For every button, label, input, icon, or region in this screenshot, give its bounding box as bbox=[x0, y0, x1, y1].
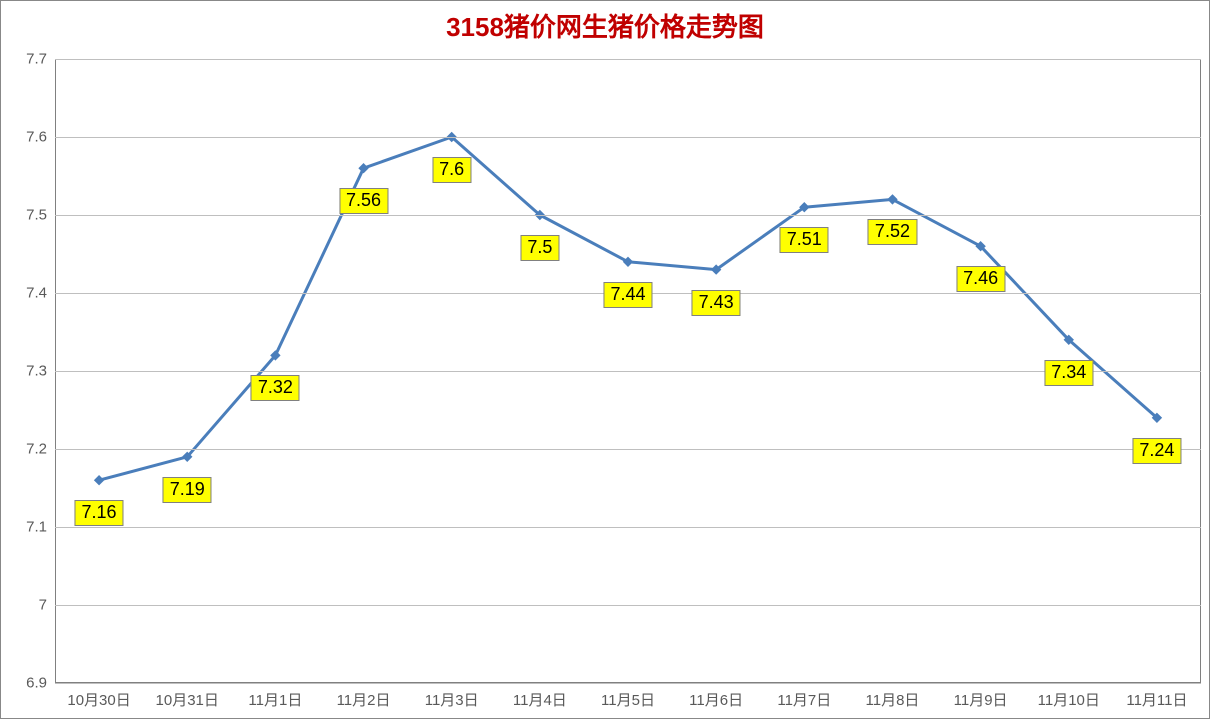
y-tick-label: 7 bbox=[39, 597, 47, 614]
gridline bbox=[55, 59, 1201, 60]
gridline bbox=[55, 215, 1201, 216]
x-tick-label: 11月11日 bbox=[1126, 689, 1187, 710]
data-label: 7.46 bbox=[956, 266, 1005, 292]
x-tick-label: 11月6日 bbox=[689, 689, 743, 710]
x-tick-label: 11月8日 bbox=[865, 689, 919, 710]
x-tick-label: 10月30日 bbox=[67, 689, 130, 710]
x-tick-label: 11月3日 bbox=[425, 689, 479, 710]
y-tick-label: 7.3 bbox=[26, 363, 47, 380]
x-tick-label: 10月31日 bbox=[156, 689, 219, 710]
y-tick-label: 7.2 bbox=[26, 441, 47, 458]
x-tick-label: 11月5日 bbox=[601, 689, 655, 710]
data-label: 7.44 bbox=[603, 282, 652, 308]
chart-title: 3158猪价网生猪价格走势图 bbox=[1, 7, 1209, 44]
x-tick-label: 11月1日 bbox=[248, 689, 302, 710]
data-label: 7.32 bbox=[251, 375, 300, 401]
data-label: 7.16 bbox=[75, 500, 124, 526]
y-tick-label: 7.5 bbox=[26, 207, 47, 224]
data-label: 7.51 bbox=[780, 227, 829, 253]
y-tick-label: 7.6 bbox=[26, 129, 47, 146]
plot-area: 6.977.17.27.37.47.57.67.710月30日10月31日11月… bbox=[55, 59, 1201, 683]
data-label: 7.5 bbox=[520, 235, 559, 261]
y-tick-label: 6.9 bbox=[26, 675, 47, 692]
gridline bbox=[55, 605, 1201, 606]
data-label: 7.56 bbox=[339, 188, 388, 214]
data-label: 7.34 bbox=[1044, 360, 1093, 386]
data-label: 7.52 bbox=[868, 219, 917, 245]
data-label: 7.19 bbox=[163, 477, 212, 503]
x-tick-label: 11月7日 bbox=[777, 689, 831, 710]
gridline bbox=[55, 449, 1201, 450]
gridline bbox=[55, 683, 1201, 684]
gridline bbox=[55, 371, 1201, 372]
x-tick-label: 11月10日 bbox=[1038, 689, 1100, 710]
gridline bbox=[55, 137, 1201, 138]
y-tick-label: 7.1 bbox=[26, 519, 47, 536]
gridline bbox=[55, 527, 1201, 528]
data-label: 7.6 bbox=[432, 157, 471, 183]
x-tick-label: 11月4日 bbox=[513, 689, 567, 710]
y-tick-label: 7.4 bbox=[26, 285, 47, 302]
x-tick-label: 11月9日 bbox=[954, 689, 1008, 710]
chart-container: 3158猪价网生猪价格走势图 6.9 7 7.1 7.2 7.3 7.4 7.5 7.6 7.7… bbox=[0, 0, 1210, 719]
data-label: 7.43 bbox=[692, 290, 741, 316]
x-tick-label: 11月2日 bbox=[337, 689, 391, 710]
y-tick-label: 7.7 bbox=[26, 51, 47, 68]
data-label: 7.24 bbox=[1132, 438, 1181, 464]
